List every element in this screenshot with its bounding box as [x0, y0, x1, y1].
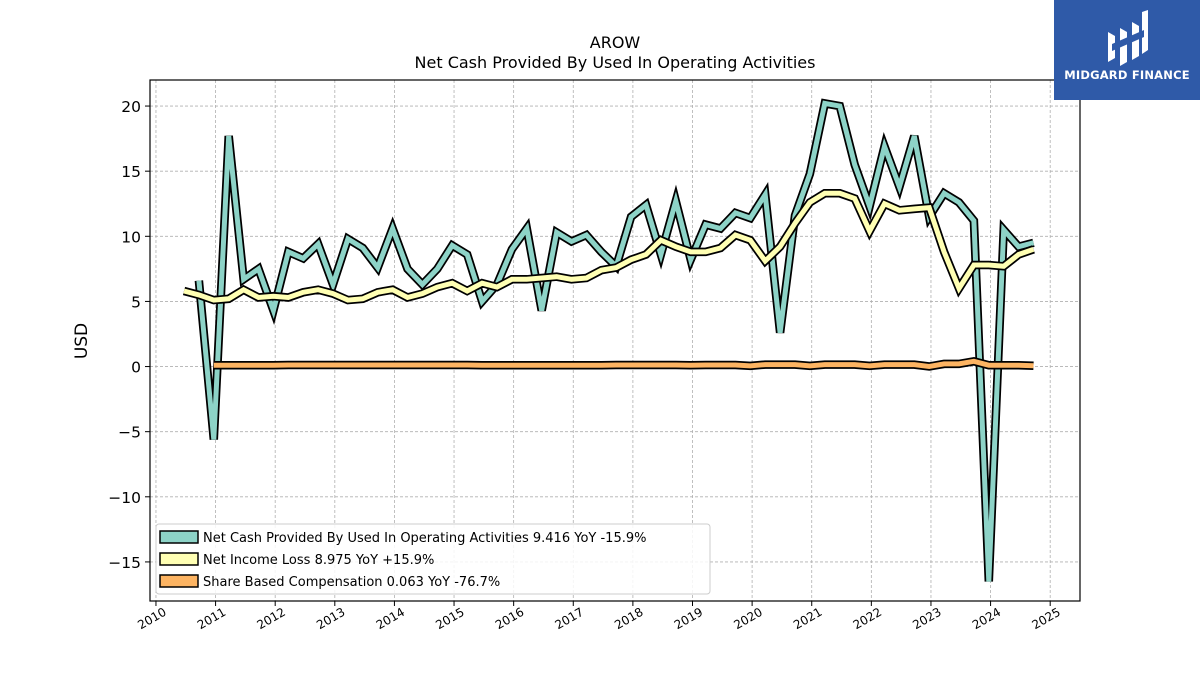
- x-tick-label: 2020: [731, 605, 764, 632]
- logo-mark-icon: [1108, 10, 1148, 66]
- x-tick-label: 2022: [851, 605, 884, 632]
- x-tick-label: 2015: [433, 605, 466, 632]
- series-1: [182, 189, 1035, 305]
- series-line-outline: [194, 98, 1035, 582]
- y-tick-label: 15: [121, 163, 141, 181]
- legend-label: Net Cash Provided By Used In Operating A…: [203, 531, 646, 546]
- plot-frame: [149, 79, 1081, 602]
- legend-label: Net Income Loss 8.975 YoY +15.9%: [203, 553, 434, 568]
- y-tick-label: −5: [118, 424, 141, 442]
- x-tick-label: 2024: [970, 605, 1003, 632]
- series-2: [213, 356, 1034, 371]
- series-layer: [182, 98, 1035, 582]
- legend-swatch: [159, 530, 199, 544]
- x-tick-label: 2021: [791, 605, 824, 632]
- logo-text: MIDGARD FINANCE: [1064, 68, 1190, 82]
- series-line: [213, 358, 1034, 370]
- x-tick-label: 2018: [612, 605, 645, 632]
- chart-title: AROW: [590, 33, 641, 52]
- y-tick-label: 20: [121, 98, 141, 116]
- x-tick-label: 2012: [254, 605, 287, 632]
- x-tick-label: 2025: [1029, 605, 1062, 632]
- x-tick-label: 2010: [135, 605, 168, 632]
- y-tick-label: 10: [121, 228, 141, 246]
- y-tick-label: −15: [108, 554, 141, 572]
- legend: Net Cash Provided By Used In Operating A…: [155, 523, 711, 595]
- y-axis-label: USD: [72, 323, 92, 359]
- series-0: [194, 98, 1035, 582]
- x-tick-label: 2023: [910, 605, 943, 632]
- y-tick-label: −10: [108, 489, 141, 507]
- legend-swatch: [159, 574, 199, 588]
- x-tick-label: 2014: [374, 605, 407, 632]
- series-line: [196, 100, 1035, 582]
- legend-box: [155, 523, 711, 595]
- x-tick-label: 2016: [493, 605, 526, 632]
- x-tick-label: 2011: [195, 605, 228, 632]
- legend-swatch: [159, 552, 199, 566]
- chart-subtitle: Net Cash Provided By Used In Operating A…: [415, 53, 816, 72]
- legend-label: Share Based Compensation 0.063 YoY -76.7…: [203, 575, 500, 590]
- y-tick-label: 0: [131, 359, 141, 377]
- x-tick-label: 2013: [314, 605, 347, 632]
- x-tick-label: 2017: [553, 605, 586, 632]
- grid: [150, 80, 1080, 601]
- x-tick-label: 2019: [672, 605, 705, 632]
- series-line: [183, 190, 1035, 303]
- y-tick-label: 5: [131, 293, 141, 311]
- brand-logo: MIDGARD FINANCE: [1054, 0, 1200, 100]
